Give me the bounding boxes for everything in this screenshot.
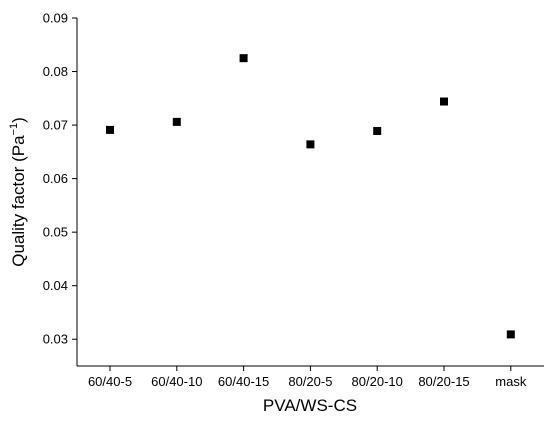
y-tick-label: 0.08: [43, 64, 68, 79]
data-points: [106, 54, 515, 339]
x-ticks: 60/40-5 60/40-10 60/40-15 80/20-5 80/20-10 80…: [88, 366, 527, 389]
data-point: [440, 97, 448, 106]
y-axis-title-superscript: −1: [8, 123, 20, 136]
y-axis-title-main: Quality factor (Pa: [9, 135, 28, 267]
x-tick-label: 80/20-15: [418, 374, 469, 389]
y-axis-title: Quality factor (Pa−1): [8, 117, 28, 267]
y-tick-label: 0.09: [43, 11, 68, 26]
y-tick-label: 0.03: [43, 332, 68, 347]
x-tick-label: 80/20-10: [352, 374, 403, 389]
data-point: [239, 54, 248, 63]
x-tick-label: 80/20-5: [288, 374, 332, 389]
x-axis-title: PVA/WS-CS: [263, 396, 357, 415]
y-tick-label: 0.07: [43, 118, 68, 133]
y-tick-label: 0.04: [43, 278, 68, 293]
x-tick-label: 60/40-15: [218, 374, 269, 389]
x-tick-label: mask: [495, 374, 527, 389]
x-tick-label: 60/40-10: [151, 374, 202, 389]
data-point: [373, 126, 382, 135]
y-tick-label: 0.06: [43, 171, 68, 186]
x-tick-label: 60/40-5: [88, 374, 132, 389]
data-point: [106, 125, 114, 134]
data-point: [306, 140, 315, 149]
data-point: [172, 117, 181, 126]
y-ticks: 0.03 0.04 0.05 0.06 0.07 0.08 0.09: [43, 11, 77, 347]
y-axis-title-close: ): [9, 117, 28, 123]
y-tick-label: 0.05: [43, 225, 68, 240]
data-point: [506, 330, 515, 339]
